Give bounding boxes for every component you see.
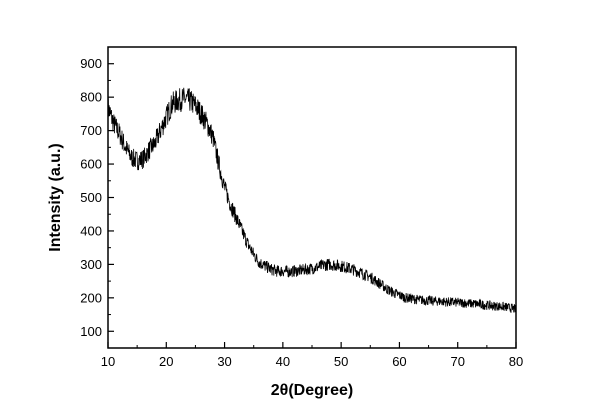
y-tick-label: 500 — [80, 190, 102, 205]
y-tick-label: 300 — [80, 257, 102, 272]
y-tick-label: 700 — [80, 123, 102, 138]
y-axis-title: Intensity (a.u.) — [47, 143, 64, 251]
x-axis-ticks: 10 20 30 40 50 60 70 80 — [101, 342, 523, 369]
series-group — [107, 87, 517, 313]
y-tick-label: 600 — [80, 157, 102, 172]
y-axis-ticks: 100 200 300 400 500 600 700 800 900 — [80, 56, 114, 339]
x-tick-label: 60 — [392, 354, 406, 369]
x-tick-label: 20 — [159, 354, 173, 369]
x-tick-label: 40 — [276, 354, 290, 369]
x-tick-label: 80 — [509, 354, 523, 369]
x-tick-label: 70 — [450, 354, 464, 369]
y-tick-label: 900 — [80, 56, 102, 71]
y-tick-label: 200 — [80, 290, 102, 305]
y-tick-label: 800 — [80, 90, 102, 105]
x-tick-label: 30 — [217, 354, 231, 369]
plot-frame — [107, 46, 517, 349]
x-tick-label: 50 — [334, 354, 348, 369]
y-tick-label: 400 — [80, 223, 102, 238]
series-line — [107, 87, 517, 313]
x-axis-title: 2θ(Degree) — [271, 382, 353, 399]
y-tick-label: 100 — [80, 324, 102, 339]
x-tick-label: 10 — [101, 354, 115, 369]
